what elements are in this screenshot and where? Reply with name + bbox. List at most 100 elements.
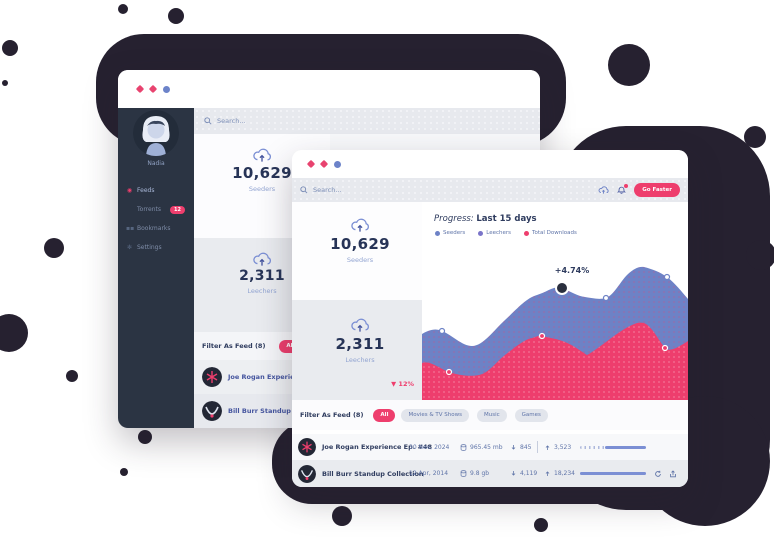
- chart-title: Progress: Last 15 days: [434, 214, 537, 224]
- row-size: 9.8 gb: [470, 470, 490, 477]
- background-circle: [608, 44, 650, 86]
- sidebar-item-settings[interactable]: ✻ Settings: [118, 238, 194, 257]
- cloud-sync-icon[interactable]: [598, 186, 609, 194]
- cloud-upload-icon: [253, 252, 271, 266]
- row-title: Bill Burr Standup Collection: [228, 407, 330, 415]
- upload-arrow-icon: [544, 470, 551, 477]
- search-input[interactable]: Search...: [313, 186, 342, 194]
- search-bar[interactable]: Search...: [194, 108, 540, 134]
- avatar-illustration: [133, 110, 179, 156]
- notification-dot: [624, 183, 629, 188]
- notification-badge: 12: [170, 205, 185, 214]
- stat-value: 10,629: [330, 235, 390, 253]
- row-seeds: 3,523: [554, 443, 572, 451]
- background-circle: [44, 238, 64, 258]
- search-icon: [300, 186, 308, 194]
- background-circle: [534, 518, 548, 532]
- stat-label: Seeders: [248, 185, 276, 193]
- chart-legend: Seeders Leechers Total Downloads: [435, 230, 590, 236]
- progress-bar: [580, 472, 646, 475]
- cloud-upload-icon: [351, 218, 369, 232]
- front-titlebar: [292, 150, 688, 178]
- filter-pill-music[interactable]: Music: [476, 408, 507, 422]
- background-circle: [744, 126, 766, 148]
- legend-item-leechers[interactable]: Leechers: [478, 230, 511, 236]
- rss-icon: ◉: [126, 187, 133, 194]
- row-peers: 4,119: [520, 470, 538, 477]
- divider: [537, 441, 538, 453]
- window-control-minimize-icon[interactable]: [148, 84, 158, 94]
- avatar[interactable]: [133, 110, 179, 156]
- background-circle: [746, 240, 774, 270]
- row-date: 30 Nov, 2024: [409, 443, 450, 451]
- stat-value: 2,311: [239, 268, 285, 284]
- background-circle: [332, 506, 352, 526]
- sidebar-item-label: Torrents: [137, 206, 161, 213]
- sidebar-item-torrents[interactable]: Torrents 12: [118, 200, 194, 219]
- search-input[interactable]: Search...: [217, 117, 246, 125]
- chart-annotation: +4.74%: [555, 266, 589, 275]
- row-seeds: 18,234: [554, 470, 575, 477]
- filter-pill-games[interactable]: Games: [514, 408, 548, 422]
- sidebar-item-label: Feeds: [137, 187, 155, 194]
- filter-pill-movies[interactable]: Movies & TV Shows: [401, 408, 469, 422]
- filter-label: Filter As Feed (8): [202, 342, 266, 350]
- table-row[interactable]: Joe Rogan Experience Ep. #48 30 Nov, 202…: [292, 434, 688, 460]
- background-circle: [118, 4, 128, 14]
- podcast-logo-icon: [298, 464, 316, 483]
- data-point-marker[interactable]: [438, 327, 446, 335]
- legend-item-total-downloads[interactable]: Total Downloads: [524, 230, 577, 236]
- front-window: Search... Go Faster: [292, 150, 688, 487]
- window-control-close-icon[interactable]: [306, 159, 316, 169]
- progress-chart-panel: Progress: Last 15 days Seeders Leechers …: [422, 202, 688, 400]
- background-circle: [120, 468, 128, 476]
- background-circle: [168, 8, 184, 24]
- filter-label: Filter As Feed (8): [300, 411, 364, 419]
- downloads-area-texture: [422, 322, 688, 400]
- window-control-maximize-icon[interactable]: [334, 160, 341, 168]
- avatar: [298, 438, 316, 456]
- share-icon[interactable]: [669, 469, 677, 478]
- sidebar-item-label: Settings: [137, 244, 162, 251]
- search-icon: [204, 117, 212, 125]
- cta-button[interactable]: Go Faster: [634, 183, 680, 197]
- sync-icon[interactable]: [654, 470, 662, 478]
- data-point-marker[interactable]: [602, 294, 610, 302]
- table-row[interactable]: Bill Burr Standup Collection 12 Apr, 201…: [292, 460, 688, 487]
- data-point-marker[interactable]: [663, 273, 671, 281]
- data-point-marker[interactable]: [445, 368, 453, 376]
- progress-fill: [605, 445, 646, 449]
- disk-icon: [460, 470, 467, 477]
- highlighted-data-point[interactable]: [555, 281, 569, 295]
- legend-item-seeders[interactable]: Seeders: [435, 230, 465, 236]
- data-point-marker[interactable]: [661, 344, 669, 352]
- window-control-close-icon[interactable]: [135, 84, 145, 94]
- disk-icon: [460, 443, 467, 451]
- stat-label: Leechers: [345, 356, 375, 364]
- podcast-logo-icon: [202, 367, 222, 387]
- data-point-marker[interactable]: [538, 332, 546, 340]
- filter-pill-all[interactable]: All: [373, 408, 396, 422]
- legend-dot: [435, 230, 440, 236]
- sidebar-item-label: Bookmarks: [137, 225, 171, 232]
- row-peers: 845: [520, 443, 532, 451]
- stat-card-seeders: 10,629 Seeders: [292, 202, 428, 300]
- sidebar-item-feeds[interactable]: ◉ Feeds: [118, 181, 194, 200]
- search-bar: Search... Go Faster: [292, 178, 688, 202]
- row-title: Bill Burr Standup Collection: [322, 469, 424, 478]
- window-control-maximize-icon[interactable]: [163, 85, 170, 93]
- avatar: [298, 464, 316, 483]
- area-chart: +4.74%: [422, 266, 688, 400]
- legend-dot: [524, 230, 530, 236]
- progress-fill: [580, 472, 646, 475]
- download-arrow-icon: [510, 444, 517, 451]
- sidebar-item-bookmarks[interactable]: ▪▪ Bookmarks: [118, 219, 194, 238]
- bell-icon[interactable]: [617, 183, 629, 195]
- stat-value: 10,629: [232, 164, 292, 182]
- filter-row: Filter As Feed (8) All Movies & TV Shows…: [292, 400, 688, 430]
- background-circle: [138, 430, 152, 444]
- background-circle: [2, 40, 18, 56]
- window-control-minimize-icon[interactable]: [319, 159, 329, 169]
- upload-arrow-icon: [544, 444, 551, 451]
